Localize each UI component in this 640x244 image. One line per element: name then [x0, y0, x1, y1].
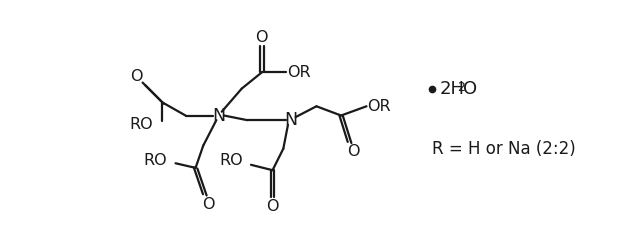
Text: O: O: [130, 69, 143, 84]
Text: O: O: [347, 144, 360, 159]
Text: N: N: [212, 107, 225, 124]
Text: RO: RO: [219, 153, 243, 168]
Text: O: O: [202, 197, 215, 212]
Text: 2H: 2H: [440, 80, 465, 98]
Text: 2: 2: [458, 81, 465, 93]
Text: OR: OR: [367, 99, 390, 114]
Text: RO: RO: [144, 153, 167, 168]
Text: OR: OR: [287, 65, 310, 80]
Text: O: O: [266, 199, 279, 214]
Text: RO: RO: [129, 117, 153, 132]
Text: N: N: [284, 111, 298, 129]
Text: O: O: [255, 30, 268, 45]
Text: R = H or Na (2:2): R = H or Na (2:2): [432, 140, 576, 158]
Text: O: O: [463, 80, 477, 98]
